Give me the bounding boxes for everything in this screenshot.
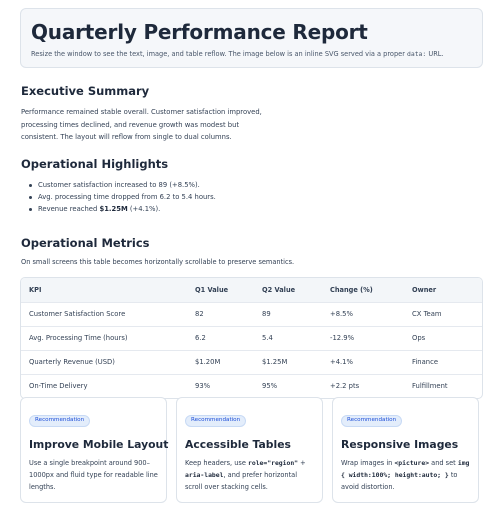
column-header-owner: Owner	[412, 285, 437, 294]
subtitle-end: URL.	[426, 50, 444, 58]
cell-q1: 93%	[195, 382, 211, 391]
column-header-q2: Q2 Value	[262, 285, 296, 294]
recommendation-title: Responsive Images	[341, 437, 459, 451]
operational-metrics-heading: Operational Metrics	[21, 236, 150, 250]
cell-kpi: On-Time Delivery	[29, 382, 88, 391]
recommendation-badge: Recommendation	[29, 414, 91, 427]
cell-q2: 5.4	[262, 334, 273, 342]
cell-kpi: Customer Satisfaction Score	[29, 310, 126, 318]
table-row: Quarterly Revenue (USD) $1.20M $1.25M +4…	[21, 350, 482, 374]
cell-kpi: Avg. Processing Time (hours)	[29, 334, 128, 342]
cell-change: +8.5%	[330, 310, 353, 318]
table-row: On-Time Delivery 93% 95% +2.2 pts Fulfil…	[21, 374, 482, 398]
recommendation-text: Use a single breakpoint around 900–1000p…	[29, 458, 158, 491]
text-part: +	[298, 458, 306, 467]
table-row: Customer Satisfaction Score 82 89 +8.5% …	[21, 302, 482, 326]
recommendation-card-mobile: Recommendation Improve Mobile Layout Use…	[20, 397, 169, 503]
executive-summary-text: Performance remained stable overall. Cus…	[21, 108, 262, 141]
cell-q2: 95%	[262, 382, 278, 391]
list-item: Customer satisfaction increased to 89 (+…	[27, 179, 216, 191]
cell-q1: 6.2	[195, 334, 206, 342]
text-part: , and prefer horizontal scroll over stac…	[185, 470, 298, 491]
column-header-kpi: KPI	[29, 285, 42, 294]
cell-q1: $1.20M	[195, 358, 221, 366]
text-part: and set	[429, 458, 458, 467]
operational-highlights-heading: Operational Highlights	[21, 157, 169, 171]
code-aria-label: aria-label	[185, 470, 224, 479]
recommendation-badge: Recommendation	[341, 414, 403, 427]
page-title: Quarterly Performance Report	[31, 20, 368, 44]
cell-change: +4.1%	[330, 358, 353, 366]
revenue-value: $1.25M	[99, 205, 128, 213]
cell-change: -12.9%	[330, 334, 355, 342]
recommendation-badge: Recommendation	[185, 414, 247, 427]
cell-owner: Fulfillment	[412, 382, 448, 391]
subtitle-code: data:	[407, 50, 427, 58]
recommendation-card-tables: Recommendation Accessible Tables Keep he…	[176, 397, 323, 503]
text-part: to avoid distortion.	[341, 470, 458, 491]
cell-q2: 89	[262, 310, 271, 318]
code-picture: <picture>	[394, 458, 430, 467]
report-header: Quarterly Performance Report Resize the …	[20, 8, 483, 68]
recommendation-text: Keep headers, use role="region" + aria-l…	[185, 457, 314, 493]
column-header-q1: Q1 Value	[195, 285, 229, 294]
cell-owner: Finance	[412, 358, 439, 366]
table-row: Avg. Processing Time (hours) 6.2 5.4 -12…	[21, 326, 482, 350]
recommendation-title: Accessible Tables	[185, 437, 291, 451]
code-role-region: role="region"	[248, 458, 299, 467]
cell-owner: Ops	[412, 334, 426, 342]
cell-q1: 82	[195, 310, 204, 318]
metrics-table-region[interactable]: KPI Q1 Value Q2 Value Change (%) Owner C…	[20, 277, 483, 399]
code-img-style: img { width:100%; height:auto; }	[341, 458, 470, 479]
list-item: Revenue reached $1.25M (+4.1%).	[27, 203, 216, 215]
text-part: Wrap images in	[341, 458, 395, 467]
cell-q2: $1.25M	[262, 358, 288, 366]
recommendation-title: Improve Mobile Layout	[29, 437, 169, 451]
column-header-change: Change (%)	[330, 285, 373, 294]
revenue-prefix: Revenue reached	[38, 205, 100, 213]
recommendation-text: Wrap images in <picture> and set img { w…	[341, 457, 470, 493]
cell-owner: CX Team	[412, 310, 442, 318]
table-header-row: KPI Q1 Value Q2 Value Change (%) Owner	[21, 278, 482, 302]
page-subtitle: Resize the window to see the text, image…	[31, 50, 472, 58]
cell-kpi: Quarterly Revenue (USD)	[29, 358, 115, 366]
metrics-description: On small screens this table becomes hori…	[21, 258, 295, 266]
list-item: Avg. processing time dropped from 6.2 to…	[27, 191, 216, 203]
highlights-list: Customer satisfaction increased to 89 (+…	[27, 179, 216, 215]
cell-change: +2.2 pts	[330, 382, 360, 391]
recommendation-card-images: Recommendation Responsive Images Wrap im…	[332, 397, 479, 503]
revenue-suffix: (+4.1%).	[127, 205, 161, 213]
subtitle-text: Resize the window to see the text, image…	[31, 50, 408, 58]
text-part: Keep headers, use	[185, 458, 249, 467]
executive-summary-heading: Executive Summary	[21, 84, 150, 98]
metrics-table: KPI Q1 Value Q2 Value Change (%) Owner C…	[21, 278, 482, 398]
